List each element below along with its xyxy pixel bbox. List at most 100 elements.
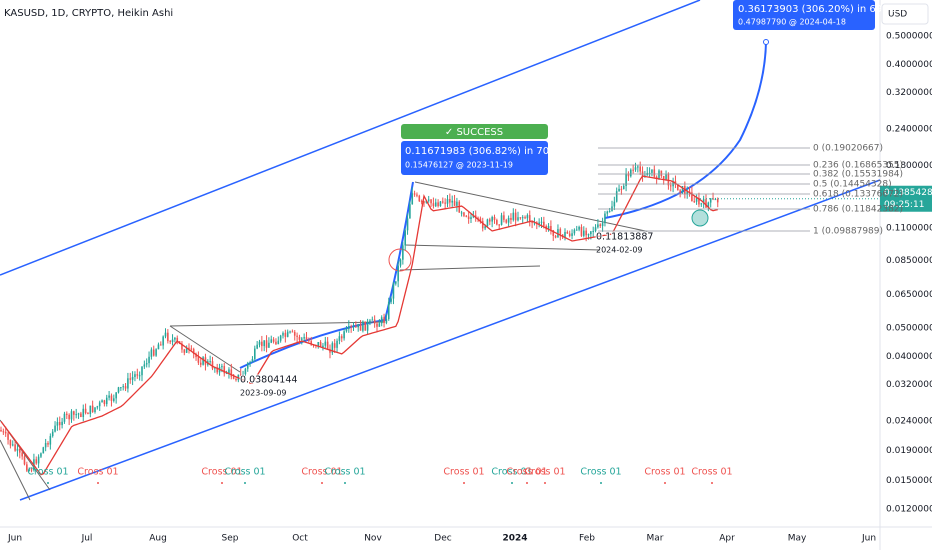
candle xyxy=(418,195,421,202)
candle xyxy=(63,413,66,422)
candle xyxy=(698,198,700,205)
candle xyxy=(514,212,517,221)
candle xyxy=(442,201,444,203)
candle xyxy=(716,199,719,203)
candle xyxy=(16,448,19,451)
candle xyxy=(385,319,388,323)
candle xyxy=(317,342,320,346)
candle xyxy=(214,367,216,369)
candle xyxy=(254,348,256,360)
candle xyxy=(138,375,141,377)
candle xyxy=(362,321,364,331)
candle xyxy=(566,232,569,234)
symbol-title: KASUSD, 1D, CRYPTO, Heikin Ashi xyxy=(4,8,173,19)
candle xyxy=(162,336,164,346)
candle xyxy=(357,323,359,328)
candle xyxy=(303,337,305,339)
cross-label: Cross 01 xyxy=(524,467,565,478)
candle xyxy=(606,211,609,214)
candle xyxy=(225,373,228,375)
candle xyxy=(503,215,505,220)
candle xyxy=(432,203,435,207)
candle xyxy=(491,216,493,222)
candle xyxy=(345,329,348,332)
candle xyxy=(80,413,82,417)
moving-average xyxy=(0,175,718,476)
time-label: Nov xyxy=(364,534,382,544)
candle xyxy=(258,341,261,345)
candle xyxy=(456,201,458,206)
candle xyxy=(51,431,54,437)
candle xyxy=(270,339,273,343)
time-label: Mar xyxy=(647,534,664,544)
candle xyxy=(573,229,576,234)
candle xyxy=(216,367,218,373)
candle xyxy=(131,376,134,380)
highlight-circle xyxy=(691,209,709,227)
cross-dot xyxy=(711,482,713,484)
candle xyxy=(486,219,489,227)
candle xyxy=(308,339,310,342)
candle xyxy=(625,173,627,186)
candle xyxy=(261,341,263,347)
candle xyxy=(695,198,698,202)
success-badge xyxy=(401,124,548,139)
candle xyxy=(284,332,287,337)
candle xyxy=(221,366,223,368)
candle xyxy=(669,185,672,187)
candle xyxy=(239,374,242,376)
candle xyxy=(223,366,226,374)
candle xyxy=(653,169,656,177)
time-label: Dec xyxy=(434,534,451,544)
candle xyxy=(235,378,237,381)
candle xyxy=(246,363,249,369)
cross-dot xyxy=(544,482,546,484)
candle xyxy=(484,226,486,229)
fib-label: 1 (0.09887989) xyxy=(813,227,883,237)
candle xyxy=(378,323,381,327)
pivot-date: 2023-09-09 xyxy=(240,389,287,398)
candle xyxy=(232,376,235,379)
candle xyxy=(150,349,153,357)
candle xyxy=(185,347,188,353)
candle xyxy=(251,359,254,363)
candle xyxy=(409,204,411,219)
candle xyxy=(310,341,312,345)
candle xyxy=(343,331,345,339)
candle xyxy=(338,336,341,341)
candle xyxy=(498,224,500,226)
candle xyxy=(524,217,526,219)
time-label: Sep xyxy=(222,534,239,544)
cross-dot xyxy=(664,482,666,484)
candle xyxy=(411,193,414,205)
time-label: Oct xyxy=(292,534,308,544)
candle xyxy=(380,317,383,324)
candle xyxy=(637,166,639,168)
time-label: 2024 xyxy=(502,534,527,544)
candle xyxy=(355,326,357,328)
candle xyxy=(350,326,352,328)
candle xyxy=(61,421,63,426)
candle xyxy=(373,319,376,324)
candle xyxy=(66,413,68,415)
candle xyxy=(583,230,585,236)
candle xyxy=(446,198,449,204)
candle xyxy=(395,281,397,284)
candle xyxy=(293,331,296,336)
candle xyxy=(622,185,625,190)
candle xyxy=(127,378,129,389)
candle xyxy=(658,170,660,180)
pivot-price: 0.03804144 xyxy=(240,375,297,386)
cross-dot xyxy=(97,482,99,484)
candle xyxy=(209,361,211,363)
cross-dot xyxy=(244,482,246,484)
candle xyxy=(479,218,482,222)
candle xyxy=(275,341,277,345)
candle xyxy=(35,459,38,464)
candle xyxy=(387,301,390,320)
